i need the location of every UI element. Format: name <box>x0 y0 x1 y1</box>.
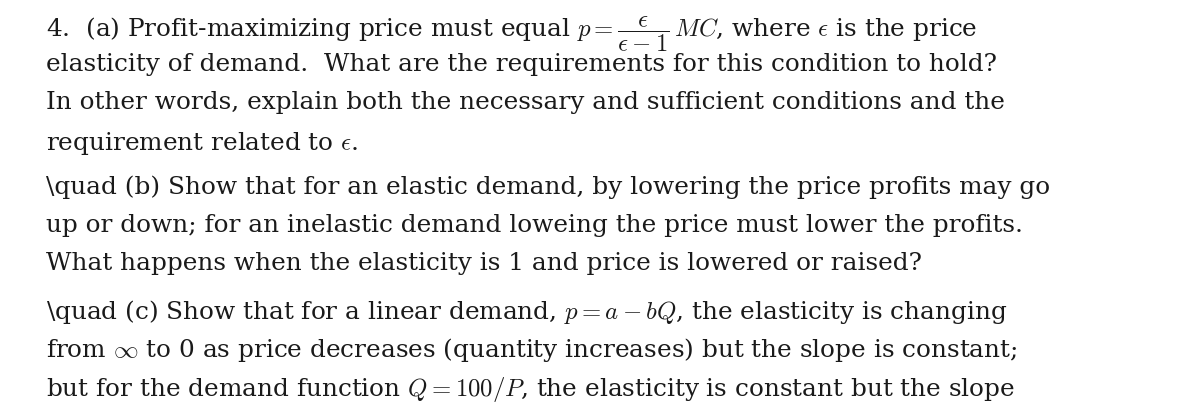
Text: In other words, explain both the necessary and sufficient conditions and the: In other words, explain both the necessa… <box>46 91 1004 114</box>
Text: \quad (b) Show that for an elastic demand, by lowering the price profits may go: \quad (b) Show that for an elastic deman… <box>46 175 1050 199</box>
Text: \quad (c) Show that for a linear demand, $p = a - bQ$, the elasticity is changin: \quad (c) Show that for a linear demand,… <box>46 298 1007 326</box>
Text: up or down; for an inelastic demand loweing the price must lower the profits.: up or down; for an inelastic demand lowe… <box>46 214 1022 237</box>
Text: from $\infty$ to 0 as price decreases (quantity increases) but the slope is cons: from $\infty$ to 0 as price decreases (q… <box>46 336 1018 364</box>
Text: elasticity of demand.  What are the requirements for this condition to hold?: elasticity of demand. What are the requi… <box>46 53 997 76</box>
Text: requirement related to $\epsilon$.: requirement related to $\epsilon$. <box>46 130 358 157</box>
Text: 4.  (a) Profit-maximizing price must equal $p = \dfrac{\epsilon}{\epsilon-1}\, M: 4. (a) Profit-maximizing price must equa… <box>46 14 977 54</box>
Text: but for the demand function $Q = 100/P$, the elasticity is constant but the slop: but for the demand function $Q = 100/P$,… <box>46 374 1014 404</box>
Text: What happens when the elasticity is 1 and price is lowered or raised?: What happens when the elasticity is 1 an… <box>46 252 922 275</box>
